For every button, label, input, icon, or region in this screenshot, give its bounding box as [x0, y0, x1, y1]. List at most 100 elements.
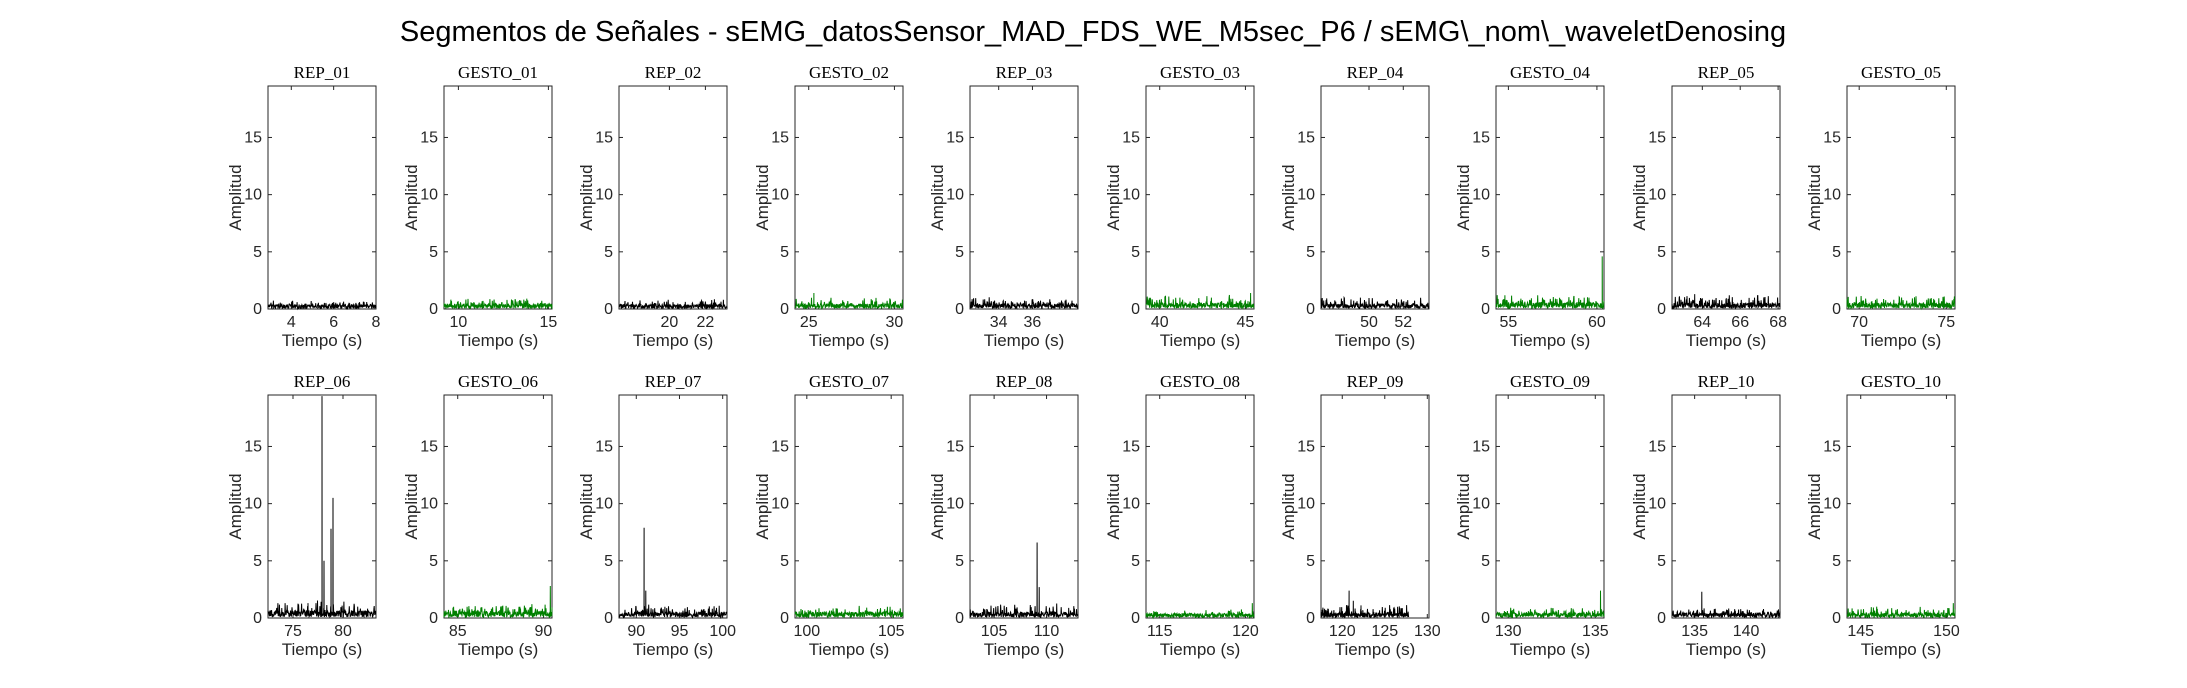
x-axis-label: Tiempo (s) — [1335, 331, 1416, 350]
subplot-title: REP_01 — [294, 63, 351, 82]
y-tick-label: 5 — [253, 553, 262, 570]
y-tick-label: 15 — [595, 129, 613, 146]
y-axis-label: Amplitud — [928, 164, 947, 230]
signal-line — [618, 527, 728, 620]
y-tick-label: 0 — [253, 301, 262, 318]
y-tick-label: 10 — [244, 187, 262, 204]
x-tick-label: 52 — [1394, 314, 1412, 331]
axes-frame — [1145, 85, 1255, 310]
x-axis-label: Tiempo (s) — [1335, 640, 1416, 659]
x-tick-label: 55 — [1499, 314, 1517, 331]
x-tick-label: 6 — [329, 314, 338, 331]
y-tick-label: 5 — [429, 244, 438, 261]
subplot-title: REP_02 — [645, 63, 702, 82]
signal-line — [1671, 294, 1781, 310]
y-tick-label: 15 — [1122, 438, 1140, 455]
y-axis-label: Amplitud — [1279, 164, 1298, 230]
y-axis-label: Amplitud — [1805, 164, 1824, 230]
axes-frame — [794, 85, 904, 310]
y-tick-label: 10 — [771, 187, 789, 204]
x-axis-label: Tiempo (s) — [282, 331, 363, 350]
y-tick-label: 5 — [1306, 553, 1315, 570]
y-tick-label: 0 — [1131, 610, 1140, 627]
axes-frame — [267, 85, 377, 310]
signal-line — [443, 298, 553, 310]
y-tick-label: 10 — [420, 496, 438, 513]
x-tick-label: 150 — [1933, 623, 1960, 640]
y-tick-label: 5 — [780, 244, 789, 261]
y-tick-label: 10 — [1122, 496, 1140, 513]
signal-line — [1846, 603, 1956, 619]
x-axis-label: Tiempo (s) — [633, 640, 714, 659]
axes-frame — [1846, 85, 1956, 310]
subplot-title: REP_04 — [1347, 63, 1404, 82]
x-tick-label: 85 — [449, 623, 467, 640]
axes-frame — [443, 394, 553, 619]
y-axis-label: Amplitud — [577, 473, 596, 539]
subplot-title: REP_09 — [1347, 372, 1404, 391]
y-tick-label: 15 — [244, 438, 262, 455]
y-axis-label: Amplitud — [226, 473, 245, 539]
y-axis-label: Amplitud — [402, 164, 421, 230]
y-tick-label: 5 — [1481, 244, 1490, 261]
y-axis-label: Amplitud — [402, 473, 421, 539]
y-tick-label: 5 — [1832, 244, 1841, 261]
y-tick-label: 10 — [1297, 187, 1315, 204]
y-tick-label: 0 — [1832, 610, 1841, 627]
x-tick-label: 115 — [1147, 623, 1173, 640]
y-tick-label: 5 — [604, 553, 613, 570]
y-tick-label: 5 — [253, 244, 262, 261]
axes-frame — [1671, 394, 1781, 619]
signal-line — [267, 396, 377, 618]
y-tick-label: 15 — [1122, 129, 1140, 146]
subplot-title: GESTO_10 — [1861, 372, 1941, 391]
x-tick-label: 105 — [981, 623, 1008, 640]
y-tick-label: 10 — [1823, 496, 1841, 513]
x-axis-label: Tiempo (s) — [1861, 640, 1942, 659]
x-tick-label: 130 — [1495, 623, 1522, 640]
subplot: REP_01 0 5 10 15 4 6 8 Tiempo (s) Amplitud — [226, 63, 381, 350]
x-tick-label: 110 — [1034, 623, 1060, 640]
y-tick-label: 15 — [771, 438, 789, 455]
subplot-title: GESTO_08 — [1160, 372, 1240, 391]
y-axis-label: Amplitud — [753, 164, 772, 230]
y-tick-label: 0 — [604, 610, 613, 627]
x-tick-label: 75 — [284, 623, 302, 640]
y-axis-label: Amplitud — [1454, 164, 1473, 230]
signal-line — [1145, 292, 1255, 310]
subplot-title: GESTO_02 — [809, 63, 889, 82]
x-tick-label: 40 — [1151, 314, 1169, 331]
x-tick-label: 68 — [1769, 314, 1787, 331]
axes-frame — [1320, 394, 1430, 619]
y-tick-label: 15 — [946, 438, 964, 455]
y-tick-label: 0 — [955, 610, 964, 627]
y-tick-label: 10 — [1648, 496, 1666, 513]
y-tick-label: 0 — [429, 301, 438, 318]
y-tick-label: 5 — [604, 244, 613, 261]
x-tick-label: 105 — [878, 623, 905, 640]
y-tick-label: 15 — [244, 129, 262, 146]
y-tick-label: 15 — [946, 129, 964, 146]
x-axis-label: Tiempo (s) — [1510, 640, 1591, 659]
x-axis-label: Tiempo (s) — [984, 640, 1065, 659]
x-tick-label: 90 — [627, 623, 645, 640]
y-tick-label: 15 — [1648, 129, 1666, 146]
y-tick-label: 5 — [1657, 244, 1666, 261]
signal-line — [1495, 256, 1605, 310]
axes-frame — [618, 394, 728, 619]
axes-frame — [1495, 85, 1605, 310]
x-tick-label: 120 — [1329, 623, 1356, 640]
signal-line — [794, 605, 904, 619]
y-tick-label: 0 — [1657, 301, 1666, 318]
y-tick-label: 15 — [1297, 129, 1315, 146]
axes-frame — [1846, 394, 1956, 619]
